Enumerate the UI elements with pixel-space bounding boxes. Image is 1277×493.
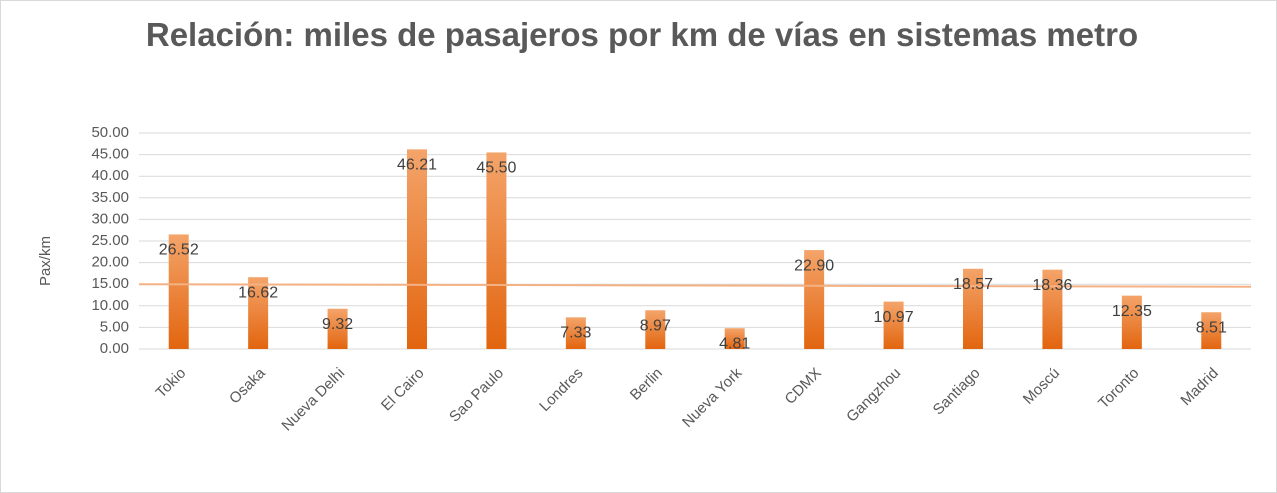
bar xyxy=(645,310,666,349)
y-tick-label: 20.00 xyxy=(91,254,129,271)
y-tick-label: 10.00 xyxy=(91,297,129,314)
x-tick-label: Santiago xyxy=(930,365,984,419)
bar xyxy=(804,250,825,349)
data-label: 46.21 xyxy=(397,157,437,174)
y-tick-label: 0.00 xyxy=(100,340,129,357)
x-tick-label: Madrid xyxy=(1177,365,1221,409)
data-label: 7.33 xyxy=(560,325,591,342)
x-tick-label: Gangzhou xyxy=(843,365,904,426)
bar xyxy=(486,152,507,349)
x-tick-label: Tokio xyxy=(153,365,190,402)
y-tick-label: 35.00 xyxy=(91,189,129,206)
trend-line xyxy=(138,283,1252,288)
bar xyxy=(1201,312,1222,349)
bar xyxy=(168,234,189,349)
x-tick-label: Toronto xyxy=(1095,365,1142,412)
y-tick-label: 45.00 xyxy=(91,146,129,163)
x-tick-label: Berlin xyxy=(627,365,666,404)
x-tick-label: CDMX xyxy=(782,365,825,408)
data-label: 22.90 xyxy=(794,257,834,274)
data-label: 12.35 xyxy=(1112,303,1152,320)
bar xyxy=(963,268,983,349)
y-tick-label: 50.00 xyxy=(91,124,129,141)
data-label: 26.52 xyxy=(159,242,199,259)
y-tick-label: 30.00 xyxy=(91,210,129,227)
bar xyxy=(1121,295,1142,349)
x-tick-label: Nueva Delhi xyxy=(278,365,348,435)
x-tick-label: Londres xyxy=(536,365,586,415)
y-tick-label: 25.00 xyxy=(91,232,129,249)
bar xyxy=(407,149,427,349)
x-tick-label: El Cairo xyxy=(378,365,428,415)
x-tick-label: Sao Paulo xyxy=(446,365,507,426)
data-label: 9.32 xyxy=(322,316,353,333)
x-tick-label: Nueva York xyxy=(679,364,746,431)
bar xyxy=(248,277,269,349)
data-label: 45.50 xyxy=(476,160,516,177)
data-label: 4.81 xyxy=(719,335,750,352)
y-tick-label: 40.00 xyxy=(91,167,129,184)
bar xyxy=(327,308,348,349)
data-label: 18.57 xyxy=(953,276,993,293)
data-label: 8.97 xyxy=(640,317,671,334)
data-label: 8.51 xyxy=(1196,319,1227,336)
bar xyxy=(883,301,904,349)
bar xyxy=(565,317,586,349)
y-tick-label: 15.00 xyxy=(91,275,129,292)
y-tick-label: 5.00 xyxy=(100,318,129,335)
data-label: 16.62 xyxy=(238,284,278,301)
y-axis-label: Pax/km xyxy=(37,236,54,286)
data-label: 10.97 xyxy=(874,309,914,326)
x-tick-label: Moscú xyxy=(1020,365,1063,408)
bar xyxy=(1042,269,1063,349)
data-label: 18.36 xyxy=(1032,277,1072,294)
bar xyxy=(724,328,745,349)
x-tick-label: Osaka xyxy=(226,364,269,407)
chart-title: Relación: miles de pasajeros por km de v… xyxy=(145,16,1139,53)
